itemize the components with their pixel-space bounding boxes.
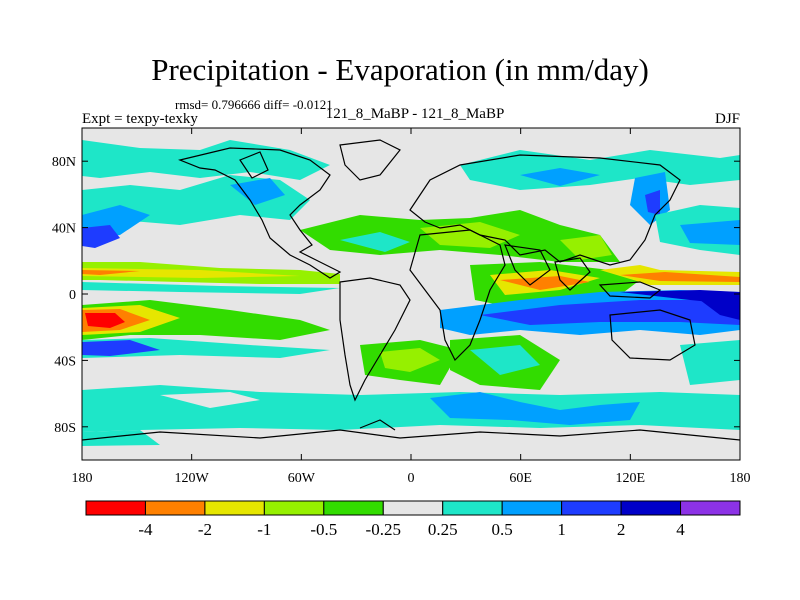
experiment-label: Expt = texpy-texky [82, 111, 198, 127]
colorbar-swatch [263, 500, 325, 516]
colorbar-swatch [323, 500, 384, 516]
colorbar-label: -2 [198, 520, 212, 539]
colorbar-label: -0.25 [366, 520, 401, 539]
latitude-axis: 80N 40N 0 40S 80S [52, 155, 740, 436]
colorbar-swatch [561, 500, 622, 516]
lat-tick-label: 80S [54, 421, 76, 436]
season-label: DJF [714, 111, 740, 127]
colorbar-swatch [680, 500, 741, 516]
longitude-axis: 180 120W 60W 0 60E 120E 180 [72, 128, 751, 486]
lon-tick-label: 60E [509, 471, 532, 486]
lon-tick-label: 120W [175, 471, 210, 486]
colorbar-label: -0.5 [310, 520, 337, 539]
colorbar: -4 -2 -1 -0.5 -0.25 0.25 0.5 1 2 4 [85, 500, 741, 539]
coastlines [82, 139, 740, 441]
colorbar-label: 2 [617, 520, 626, 539]
lon-tick-label: 180 [730, 471, 751, 486]
lon-tick-label: 0 [408, 471, 415, 486]
colorbar-label: 0.5 [492, 520, 513, 539]
comparison-label: 121_8_MaBP - 121_8_MaBP [325, 106, 505, 122]
colorbar-swatch [501, 500, 563, 516]
colorbar-swatch [144, 500, 206, 516]
colorbar-swatch [382, 500, 444, 516]
colorbar-swatch [85, 500, 146, 516]
lon-tick-label: 120E [616, 471, 646, 486]
stats-label: rmsd= 0.796666 diff= -0.0121 [175, 97, 333, 112]
plot-title: Precipitation - Evaporation (in mm/day) [151, 52, 649, 87]
colorbar-swatch [442, 500, 503, 516]
lat-tick-label: 0 [69, 288, 76, 303]
colorbar-label: -1 [257, 520, 271, 539]
colorbar-swatch [204, 500, 265, 516]
colorbar-label: 0.25 [428, 520, 458, 539]
lon-tick-label: 60W [288, 471, 316, 486]
lat-tick-label: 40N [52, 222, 76, 237]
lat-tick-label: 40S [54, 354, 76, 369]
colorbar-swatch [620, 500, 682, 516]
colorbar-label: -4 [138, 520, 153, 539]
lat-tick-label: 80N [52, 155, 76, 170]
colorbar-label: 4 [676, 520, 685, 539]
colorbar-label: 1 [557, 520, 566, 539]
lon-tick-label: 180 [72, 471, 93, 486]
